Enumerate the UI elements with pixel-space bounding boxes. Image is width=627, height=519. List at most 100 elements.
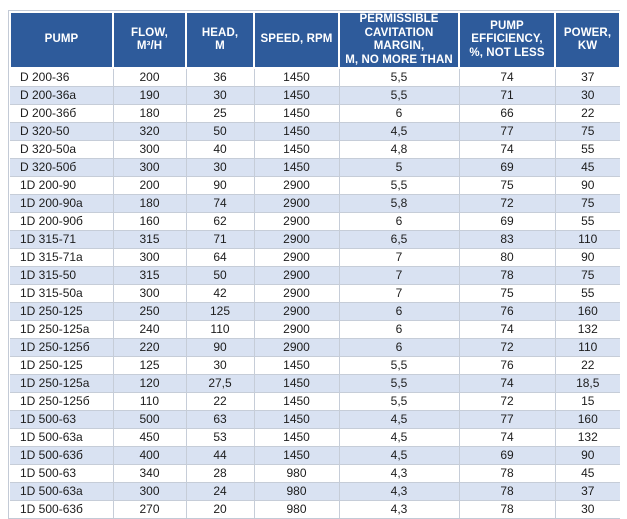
table-row: 1D 500-63 340 28 980 4,3 78 45 <box>10 464 620 483</box>
cell-head: 62 <box>186 212 255 231</box>
cell-power: 37 <box>555 482 620 501</box>
cell-efficiency: 74 <box>459 68 556 87</box>
cell-flow: 220 <box>113 338 187 357</box>
table-row: 1D 315-71a 300 64 2900 7 80 90 <box>10 248 620 267</box>
cell-speed: 1450 <box>254 374 340 393</box>
cell-cavitation: 7 <box>339 284 460 303</box>
table-row: 1D 200-90a 180 74 2900 5,8 72 75 <box>10 194 620 213</box>
cell-pump: 1D 500-63a <box>10 428 114 447</box>
cell-power: 90 <box>555 446 620 465</box>
cell-cavitation: 7 <box>339 248 460 267</box>
cell-cavitation: 5,5 <box>339 392 460 411</box>
cell-head: 36 <box>186 68 255 87</box>
cell-flow: 270 <box>113 500 187 518</box>
cell-speed: 1450 <box>254 68 340 87</box>
cell-pump: 1D 200-90б <box>10 212 114 231</box>
cell-speed: 2900 <box>254 266 340 285</box>
cell-flow: 315 <box>113 266 187 285</box>
cell-cavitation: 4,5 <box>339 410 460 429</box>
cell-pump: D 200-36 <box>10 68 114 87</box>
cell-flow: 240 <box>113 320 187 339</box>
cell-head: 24 <box>186 482 255 501</box>
cell-speed: 2900 <box>254 230 340 249</box>
cell-head: 40 <box>186 140 255 159</box>
cell-power: 30 <box>555 86 620 105</box>
cell-speed: 1450 <box>254 104 340 123</box>
cell-flow: 300 <box>113 158 187 177</box>
cell-pump: D 200-36a <box>10 86 114 105</box>
cell-efficiency: 69 <box>459 446 556 465</box>
table-row: 1D 315-50a 300 42 2900 7 75 55 <box>10 284 620 303</box>
cell-power: 160 <box>555 302 620 321</box>
cell-cavitation: 4,5 <box>339 122 460 141</box>
cell-efficiency: 66 <box>459 104 556 123</box>
cell-pump: D 320-50 <box>10 122 114 141</box>
cell-cavitation: 6 <box>339 212 460 231</box>
table-row: D 320-50 320 50 1450 4,5 77 75 <box>10 122 620 141</box>
cell-pump: 1D 250-125б <box>10 392 114 411</box>
cell-efficiency: 74 <box>459 140 556 159</box>
cell-flow: 450 <box>113 428 187 447</box>
cell-speed: 2900 <box>254 302 340 321</box>
cell-efficiency: 78 <box>459 266 556 285</box>
cell-efficiency: 75 <box>459 176 556 195</box>
cell-speed: 2900 <box>254 212 340 231</box>
cell-flow: 400 <box>113 446 187 465</box>
cell-power: 75 <box>555 194 620 213</box>
cell-head: 27,5 <box>186 374 255 393</box>
cell-power: 110 <box>555 230 620 249</box>
cell-flow: 340 <box>113 464 187 483</box>
cell-power: 30 <box>555 500 620 518</box>
cell-cavitation: 6 <box>339 320 460 339</box>
table-row: 1D 500-63a 450 53 1450 4,5 74 132 <box>10 428 620 447</box>
cell-head: 30 <box>186 158 255 177</box>
table-row: 1D 250-125 250 125 2900 6 76 160 <box>10 302 620 321</box>
column-header-efficiency: PUMP EFFICIENCY, %, NOT LESS <box>458 11 556 69</box>
cell-cavitation: 6,5 <box>339 230 460 249</box>
cell-efficiency: 78 <box>459 464 556 483</box>
cell-pump: 1D 500-63 <box>10 410 114 429</box>
cell-pump: 1D 250-125a <box>10 320 114 339</box>
cell-efficiency: 72 <box>459 338 556 357</box>
cell-power: 90 <box>555 176 620 195</box>
cell-head: 71 <box>186 230 255 249</box>
cell-head: 22 <box>186 392 255 411</box>
cell-speed: 980 <box>254 482 340 501</box>
cell-power: 75 <box>555 266 620 285</box>
cell-efficiency: 74 <box>459 320 556 339</box>
cell-speed: 980 <box>254 500 340 518</box>
column-header-pump: PUMP <box>9 11 114 69</box>
cell-power: 90 <box>555 248 620 267</box>
cell-power: 160 <box>555 410 620 429</box>
table-row: 1D 200-90б 160 62 2900 6 69 55 <box>10 212 620 231</box>
cell-efficiency: 72 <box>459 194 556 213</box>
cell-speed: 980 <box>254 464 340 483</box>
column-header-head: HEAD, M <box>185 11 255 69</box>
column-header-flow: FLOW, M³/H <box>112 11 187 69</box>
cell-pump: 1D 500-63 <box>10 464 114 483</box>
cell-speed: 1450 <box>254 356 340 375</box>
cell-power: 22 <box>555 104 620 123</box>
cell-cavitation: 5,5 <box>339 374 460 393</box>
cell-efficiency: 77 <box>459 410 556 429</box>
cell-speed: 1450 <box>254 446 340 465</box>
cell-head: 74 <box>186 194 255 213</box>
cell-flow: 300 <box>113 248 187 267</box>
cell-head: 90 <box>186 176 255 195</box>
table-row: 1D 315-71 315 71 2900 6,5 83 110 <box>10 230 620 249</box>
cell-speed: 1450 <box>254 158 340 177</box>
cell-efficiency: 72 <box>459 392 556 411</box>
cell-flow: 160 <box>113 212 187 231</box>
cell-head: 125 <box>186 302 255 321</box>
cell-flow: 200 <box>113 176 187 195</box>
cell-power: 15 <box>555 392 620 411</box>
cell-pump: 1D 500-63б <box>10 446 114 465</box>
cell-speed: 2900 <box>254 176 340 195</box>
column-header-speed: SPEED, RPM <box>253 11 340 69</box>
cell-pump: D 320-50a <box>10 140 114 159</box>
cell-power: 110 <box>555 338 620 357</box>
cell-flow: 190 <box>113 86 187 105</box>
cell-cavitation: 4,3 <box>339 464 460 483</box>
cell-cavitation: 7 <box>339 266 460 285</box>
cell-speed: 2900 <box>254 194 340 213</box>
